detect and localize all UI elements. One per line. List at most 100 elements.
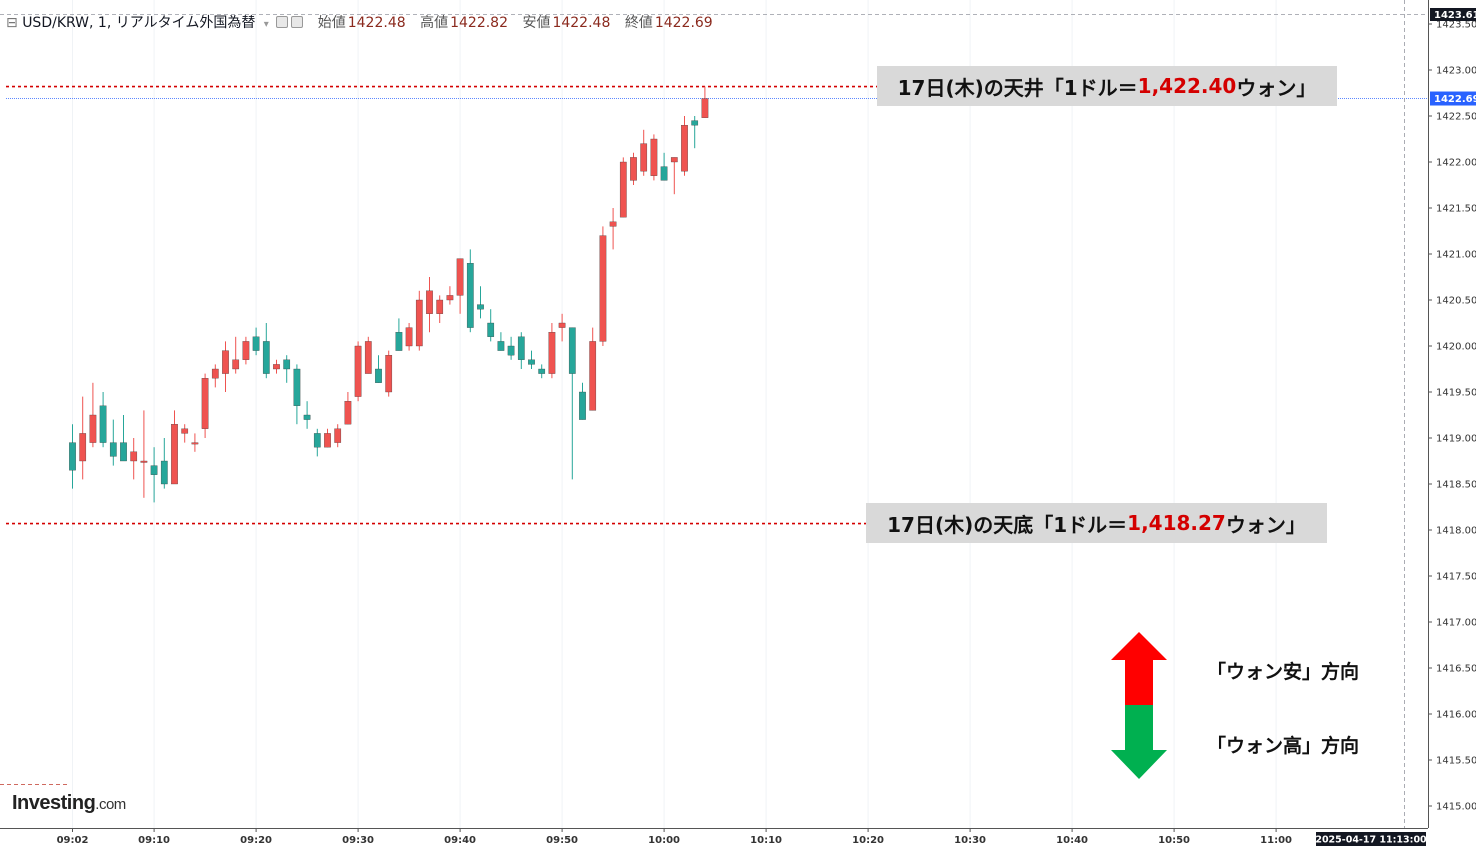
price-tick-label-17: 1423.50 (1436, 20, 1476, 31)
candle-body-29 (364, 341, 372, 374)
candle-body-17 (242, 341, 250, 360)
symbol-label: USD/KRW (22, 15, 90, 31)
candle-body-56 (640, 143, 648, 172)
candle-37 (446, 286, 454, 305)
candle-body-41 (487, 322, 495, 337)
candle-body-13 (201, 378, 209, 429)
price-tick-label-6: 1418.00 (1436, 526, 1476, 537)
time-axis[interactable]: 09:02 09:10 09:20 09:30 09:40 09:50 10:00 10:10… (0, 828, 1428, 846)
collapse-icon[interactable]: ⊟ (6, 15, 18, 31)
candle-53 (609, 208, 617, 250)
floor-suffix: ウォン」 (1225, 512, 1306, 537)
candle-8 (150, 447, 158, 503)
candle-13 (201, 373, 209, 438)
open-label: 始値 (317, 15, 346, 31)
candle-body-55 (630, 157, 637, 181)
won-strong-direction-label: 「ウォン高」方向 (1207, 735, 1360, 757)
investing-logo: Investing.com (12, 792, 126, 815)
top-price-badge (1430, 8, 1476, 21)
candle-44 (517, 332, 525, 369)
candle-body-31 (385, 355, 393, 393)
candle-19 (262, 323, 270, 379)
arrow-up-icon (1111, 632, 1167, 705)
candle-body-24 (313, 433, 321, 448)
price-tick-label-13: 1421.50 (1436, 204, 1476, 215)
candle-23 (303, 401, 311, 429)
time-tick-label-10: 10:40 (1056, 835, 1088, 846)
candle-49 (568, 327, 576, 480)
candle-body-3 (99, 405, 107, 443)
candle-body-61 (691, 120, 699, 126)
candle-body-33 (405, 327, 413, 347)
candle-body-7 (140, 460, 148, 463)
settings-icon[interactable] (276, 16, 289, 28)
price-axis[interactable]: 1415.00 1415.50 1416.00 1416.50 1417.00 1417.… (1428, 0, 1476, 828)
logo-text: Investing (12, 792, 96, 814)
candle-7 (140, 410, 148, 498)
candle-50 (579, 382, 586, 420)
price-tick-label-0: 1415.00 (1436, 802, 1476, 813)
candle-body-25 (324, 433, 331, 448)
vertical-gridlines (72, 0, 1277, 828)
candle-14 (211, 364, 219, 388)
candle-40 (477, 286, 484, 319)
candle-body-52 (599, 235, 607, 342)
candle-body-14 (211, 368, 219, 379)
time-tick-label-1: 09:10 (138, 835, 170, 846)
candle-60 (681, 116, 688, 176)
candle-33 (405, 323, 413, 351)
candle-24 (313, 428, 321, 457)
candle-body-4 (109, 442, 117, 457)
logo-suffix: .com (95, 796, 126, 813)
chevron-down-icon[interactable]: ▾ (263, 19, 269, 30)
candle-5 (120, 415, 127, 462)
low-value: 1422.48 (552, 15, 611, 31)
candle-38 (456, 258, 464, 314)
candle-body-46 (538, 368, 546, 374)
time-tick-label-8: 10:20 (852, 835, 884, 846)
candle-46 (538, 364, 546, 379)
time-tick-label-0: 09:02 (57, 835, 89, 846)
candle-body-40 (477, 304, 484, 310)
direction-arrows (1111, 632, 1167, 779)
candle-25 (324, 428, 331, 448)
price-tick-label-7: 1418.50 (1436, 480, 1476, 491)
candle-39 (466, 249, 474, 333)
candle-body-9 (160, 460, 168, 485)
candle-body-37 (446, 295, 454, 301)
candle-12 (191, 433, 199, 452)
eye-icon[interactable] (291, 16, 304, 28)
candle-body-51 (589, 341, 597, 411)
reference-lines (0, 0, 1428, 828)
candle-body-45 (528, 359, 535, 365)
candle-body-28 (354, 345, 362, 397)
cursor-time-badge-label: 2025-04-17 11:13:00 (1315, 835, 1427, 846)
candle-32 (395, 318, 403, 351)
ceiling-prefix: 17日(木)の天井「1ドル＝ (897, 75, 1138, 100)
time-tick-label-9: 10:30 (954, 835, 986, 846)
candle-56 (640, 129, 648, 176)
candle-body-49 (568, 327, 576, 374)
price-tick-label-9: 1419.50 (1436, 388, 1476, 399)
high-value: 1422.82 (450, 15, 508, 31)
floor-annotation: 17日(木)の天底「1ドル＝ 1,418.27 ウォン」 (866, 503, 1327, 543)
price-tick-label-8: 1419.00 (1436, 434, 1476, 445)
candle-28 (354, 341, 362, 402)
price-tick-label-1: 1415.50 (1436, 756, 1476, 767)
candle-body-10 (171, 424, 178, 485)
candle-27 (344, 392, 352, 425)
candle-body-34 (415, 299, 423, 347)
candle-body-42 (497, 341, 505, 351)
candle-42 (497, 332, 505, 351)
candle-20 (273, 359, 280, 374)
candle-body-27 (344, 401, 352, 425)
candle-body-43 (507, 345, 515, 356)
price-tick-label-12: 1421.00 (1436, 250, 1476, 261)
close-value: 1422.69 (654, 15, 713, 31)
time-tick-label-2: 09:20 (240, 835, 272, 846)
price-tick-label-15: 1422.50 (1436, 112, 1476, 123)
chart-header: ⊟ USD/KRW, 1, リアルタイム外国為替 ▾ 始値 1422.48 高値 1… (6, 15, 713, 31)
floor-prefix: 17日(木)の天底「1ドル＝ (887, 512, 1128, 537)
floor-price: 1,418.27 (1127, 511, 1226, 535)
